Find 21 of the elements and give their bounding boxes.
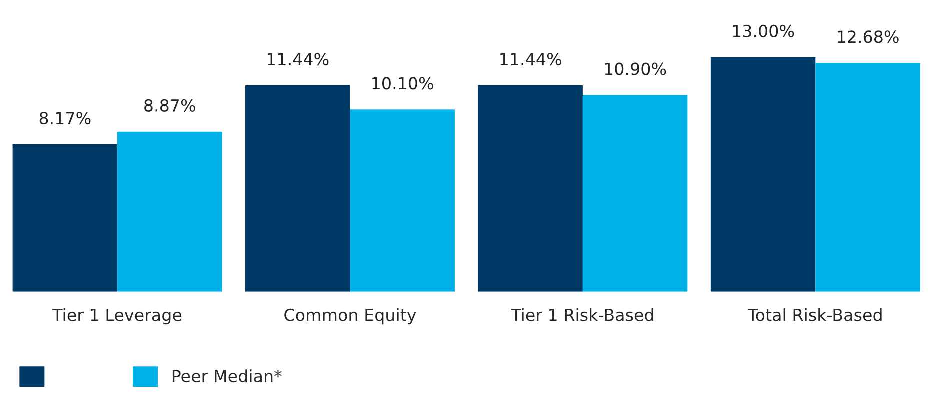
- data-label: 8.17%: [40, 112, 91, 125]
- data-label: 12.68%: [838, 30, 899, 44]
- bar: [816, 63, 920, 292]
- legend-label: Peer Median*: [172, 370, 282, 383]
- bar: [478, 85, 583, 292]
- bar: [710, 57, 816, 292]
- data-label: 10.90%: [605, 62, 666, 76]
- x-tick-label: Tier 1 Risk-Based: [511, 308, 654, 322]
- x-tick-label: Total Risk-Based: [748, 308, 882, 322]
- data-label: 8.87%: [144, 99, 196, 112]
- bar: [118, 132, 222, 292]
- data-label: 13.00%: [733, 24, 794, 38]
- bar: [350, 110, 455, 292]
- data-label: 10.10%: [372, 77, 434, 90]
- bar: [246, 85, 350, 292]
- x-tick-label: Tier 1 Leverage: [52, 308, 182, 325]
- x-tick-label: Common Equity: [284, 308, 416, 325]
- data-label: 11.44%: [500, 52, 562, 66]
- data-label: 11.44%: [268, 52, 329, 66]
- bar: [582, 95, 688, 292]
- bar: [12, 144, 118, 292]
